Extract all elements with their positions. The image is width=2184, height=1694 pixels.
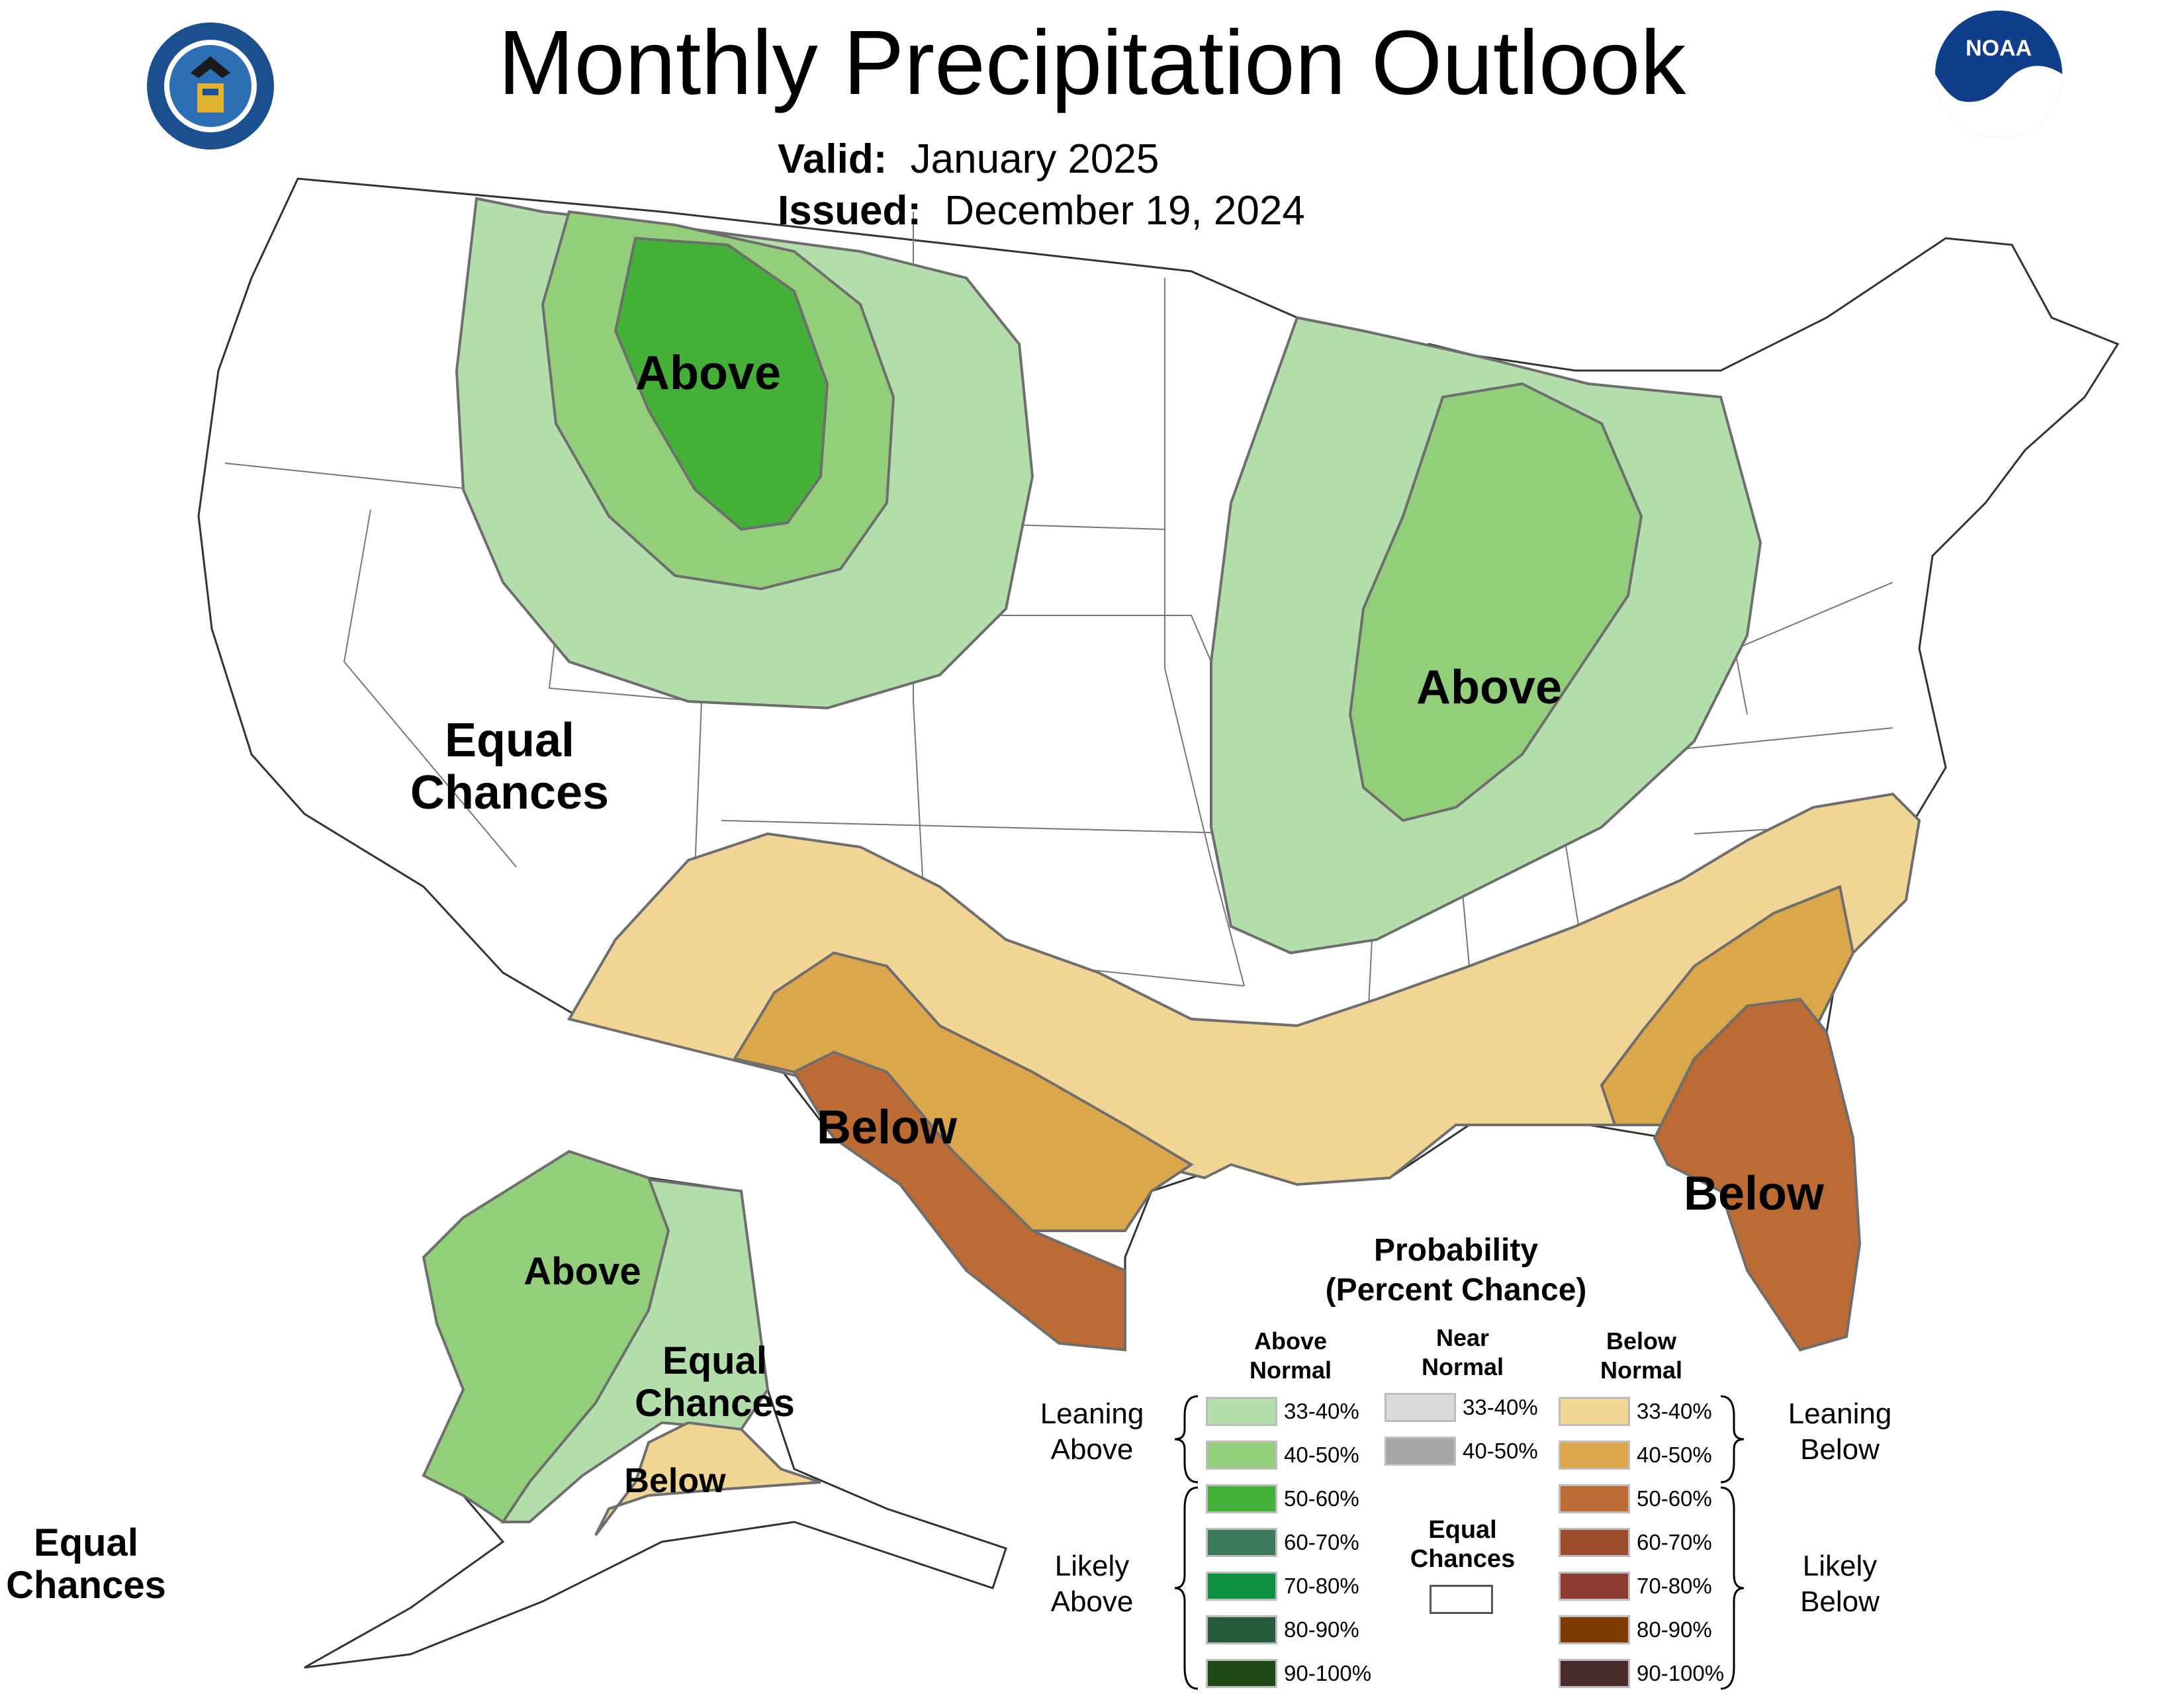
legend-equal-chances: Equal Chances <box>1363 1515 1562 1574</box>
legend-head-above-2: Normal <box>1249 1357 1332 1384</box>
se-below-40-50 <box>1600 885 1855 1126</box>
legend-head-below: Below Normal <box>1542 1327 1741 1385</box>
label-equal-west: Equal Chances <box>390 714 629 820</box>
label-equal-alaska-2: Chances <box>635 1381 795 1425</box>
label-equal-alaska: Equal Chances <box>622 1340 807 1425</box>
pct-below-40-50: 40-50% <box>1637 1443 1712 1467</box>
legend-likely-below: Likely Below <box>1767 1548 1913 1620</box>
label-below-florida: Below <box>1683 1167 1825 1220</box>
legend-title: Probability (Percent Chance) <box>1284 1231 1628 1310</box>
legend-leaning-above: Leaning Above <box>1019 1396 1165 1468</box>
label-below-texas: Below <box>816 1101 958 1154</box>
pct-above-80-90: 80-90% <box>1284 1617 1359 1642</box>
noaa-logo-icon: NOAA <box>1935 11 2062 138</box>
legend-equal-1: Equal <box>1428 1516 1497 1544</box>
legend-braces-right <box>1720 1395 1745 1690</box>
pct-below-90-100: 90-100% <box>1637 1661 1725 1685</box>
pct-above-90-100: 90-100% <box>1284 1661 1372 1685</box>
label-below-alaska: Below <box>624 1462 726 1500</box>
legend-head-below-2: Normal <box>1600 1357 1683 1384</box>
legend-leaning-below-1: Leaning <box>1788 1398 1892 1430</box>
swatch-near-33-40 <box>1385 1393 1456 1422</box>
pct-near-40-50: 40-50% <box>1463 1439 1538 1463</box>
swatch-above-90-100 <box>1206 1659 1277 1688</box>
pct-below-33-40: 33-40% <box>1637 1399 1712 1423</box>
legend-leaning-above-1: Leaning <box>1040 1398 1144 1430</box>
legend-likely-above: Likely Above <box>1019 1548 1165 1620</box>
pct-above-50-60: 50-60% <box>1284 1486 1359 1511</box>
legend-braces-left <box>1174 1395 1199 1690</box>
legend-title-1: Probability <box>1373 1233 1539 1268</box>
legend-likely-below-2: Below <box>1800 1585 1880 1618</box>
swatch-above-33-40 <box>1206 1397 1277 1426</box>
swatch-near-40-50 <box>1385 1437 1456 1466</box>
label-above-midwest: Above <box>1416 661 1563 714</box>
label-equal-aleutians-1: Equal <box>34 1521 138 1564</box>
legend-likely-above-1: Likely <box>1054 1550 1130 1582</box>
swatch-below-40-50 <box>1559 1441 1630 1470</box>
legend-head-near-2: Normal <box>1421 1353 1504 1380</box>
swatch-above-50-60 <box>1206 1484 1277 1513</box>
label-above-northwest: Above <box>635 347 782 400</box>
legend-leaning-above-2: Above <box>1050 1433 1134 1466</box>
pct-below-60-70: 60-70% <box>1637 1530 1712 1554</box>
issued-line: Issued: December 19, 2024 <box>778 187 1305 235</box>
legend-head-near-1: Near <box>1435 1324 1490 1351</box>
seal-icon <box>147 22 274 150</box>
legend-title-2: (Percent Chance) <box>1325 1272 1587 1308</box>
pct-above-60-70: 60-70% <box>1284 1530 1359 1554</box>
issued-value: December 19, 2024 <box>944 188 1305 234</box>
pct-near-33-40: 33-40% <box>1463 1395 1538 1419</box>
label-equal-west-2: Chances <box>410 766 610 820</box>
legend-likely-above-2: Above <box>1050 1585 1134 1618</box>
nw-above-50-60 <box>614 236 829 531</box>
legend-head-near: Near Normal <box>1363 1323 1562 1382</box>
swatch-below-33-40 <box>1559 1397 1630 1426</box>
issued-label: Issued: <box>778 188 922 234</box>
swatch-above-40-50 <box>1206 1441 1277 1470</box>
noaa-logo-text: NOAA <box>1966 36 2032 61</box>
legend-leaning-below: Leaning Below <box>1767 1396 1913 1468</box>
legend-leaning-below-2: Below <box>1800 1433 1880 1466</box>
legend-head-above-1: Above <box>1253 1327 1328 1355</box>
pct-above-33-40: 33-40% <box>1284 1399 1359 1423</box>
label-equal-west-1: Equal <box>444 714 575 767</box>
valid-line: Valid: January 2025 <box>778 136 1159 183</box>
swatch-above-60-70 <box>1206 1528 1277 1557</box>
alaska-above-40-50 <box>422 1149 670 1524</box>
swatch-below-60-70 <box>1559 1528 1630 1557</box>
legend-likely-below-1: Likely <box>1802 1550 1878 1582</box>
alaska-below-33-40 <box>594 1421 821 1537</box>
florida-below-50-60 <box>1653 997 1862 1352</box>
legend-head-below-1: Below <box>1606 1327 1676 1355</box>
valid-value: January 2025 <box>910 136 1160 182</box>
valid-label: Valid: <box>778 136 887 182</box>
pct-above-40-50: 40-50% <box>1284 1443 1359 1467</box>
pct-below-70-80: 70-80% <box>1637 1574 1712 1598</box>
label-equal-aleutians: Equal Chances <box>0 1522 172 1607</box>
label-above-alaska: Above <box>523 1250 641 1293</box>
page-title: Monthly Precipitation Outlook <box>498 12 1686 114</box>
legend-head-above: Above Normal <box>1191 1327 1390 1385</box>
swatch-below-50-60 <box>1559 1484 1630 1513</box>
swatch-below-70-80 <box>1559 1572 1630 1601</box>
swatch-equal-chances <box>1430 1585 1493 1614</box>
swatch-below-90-100 <box>1559 1659 1630 1688</box>
label-equal-aleutians-2: Chances <box>6 1563 166 1607</box>
legend-equal-2: Chances <box>1410 1545 1516 1573</box>
label-equal-alaska-1: Equal <box>662 1339 767 1382</box>
texas-below-50-60 <box>792 1050 1126 1352</box>
swatch-below-80-90 <box>1559 1615 1630 1644</box>
pct-above-70-80: 70-80% <box>1284 1574 1359 1598</box>
swatch-above-80-90 <box>1206 1615 1277 1644</box>
pct-below-50-60: 50-60% <box>1637 1486 1712 1511</box>
swatch-above-70-80 <box>1206 1572 1277 1601</box>
mw-above-40-50 <box>1348 382 1643 823</box>
pct-below-80-90: 80-90% <box>1637 1617 1712 1642</box>
